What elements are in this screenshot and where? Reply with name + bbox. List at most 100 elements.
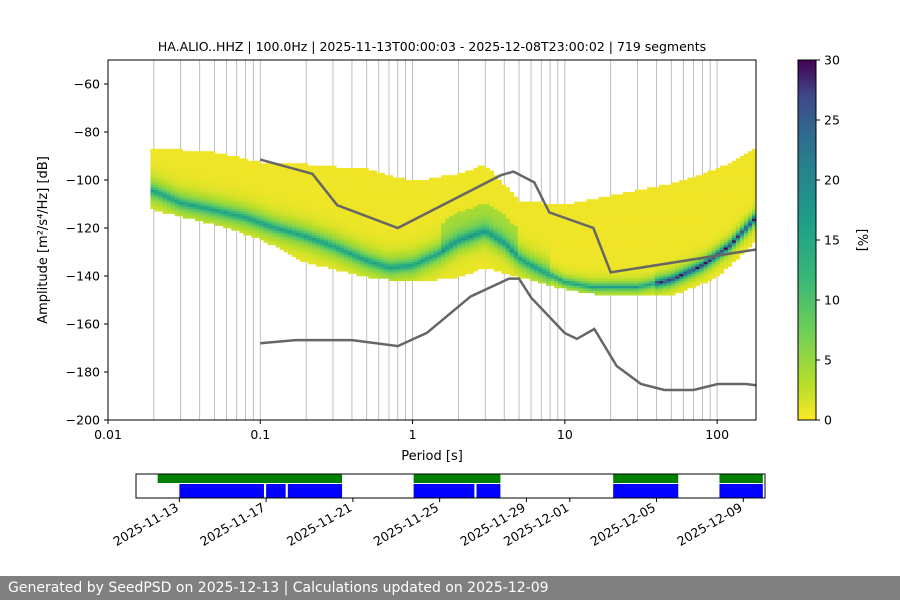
heatmap-cell (198, 218, 204, 222)
heatmap-cell (223, 177, 228, 181)
heatmap-cell (469, 223, 474, 226)
heatmap-cell (513, 218, 519, 222)
heatmap-cell (303, 254, 309, 258)
heatmap-cell (311, 254, 317, 258)
heatmap-cell (247, 177, 252, 181)
heatmap-cell (671, 278, 676, 282)
heatmap-cell (505, 247, 511, 250)
heatmap-cell (239, 201, 244, 205)
heatmap-cell (655, 290, 660, 294)
heatmap-cell (433, 271, 438, 274)
heatmap-cell (295, 240, 301, 243)
heatmap-cell (461, 264, 466, 267)
heatmap-cell (360, 180, 365, 183)
heatmap-cell (412, 187, 418, 190)
heatmap-cell (594, 276, 599, 279)
heatmap-cell (340, 254, 345, 258)
heatmap-cell (239, 170, 244, 174)
heatmap-cell (638, 249, 644, 253)
heatmap-cell (562, 240, 567, 243)
heatmap-cell (578, 244, 583, 248)
heatmap-cell (247, 223, 252, 226)
heatmap-cell (517, 206, 523, 210)
heatmap-cell (154, 160, 159, 164)
heatmap-cell (320, 196, 325, 200)
heatmap-cell (667, 220, 672, 224)
heatmap-cell (150, 172, 155, 176)
heatmap-cell (275, 223, 280, 226)
heatmap-cell (190, 184, 196, 188)
heatmap-cell (663, 211, 668, 214)
heatmap-cell (614, 288, 620, 291)
heatmap-cell (348, 182, 353, 186)
heatmap-cell (538, 201, 543, 205)
heatmap-cell (340, 230, 345, 234)
heatmap-cell (376, 192, 381, 195)
heatmap-cell (647, 261, 652, 265)
heatmap-cell (485, 182, 490, 186)
heatmap-cell (465, 232, 470, 236)
heatmap-cell (647, 247, 652, 250)
heatmap-cell (198, 206, 204, 210)
heatmap-cell (243, 223, 248, 226)
heatmap-cell (445, 232, 450, 236)
heatmap-cell (182, 201, 188, 205)
heatmap-cell (529, 256, 535, 260)
heatmap-cell (368, 180, 373, 183)
heatmap-cell (376, 187, 381, 190)
heatmap-cell (477, 232, 482, 236)
heatmap-cell (473, 211, 478, 214)
heatmap-cell (461, 259, 466, 262)
heatmap-cell (182, 206, 188, 210)
heatmap-cell (651, 201, 656, 205)
heatmap-cell (671, 232, 676, 236)
heatmap-cell (618, 225, 624, 229)
heatmap-cell (445, 196, 450, 200)
heatmap-cell (388, 244, 393, 248)
heatmap-cell (509, 211, 515, 214)
heatmap-cell (659, 244, 664, 248)
heatmap-cell (307, 228, 313, 231)
heatmap-cell (429, 211, 434, 214)
heatmap-cell (150, 199, 155, 202)
heatmap-cell (457, 196, 462, 200)
heatmap-cell (380, 208, 385, 212)
heatmap-cell (348, 235, 353, 238)
heatmap-cell (570, 280, 575, 284)
heatmap-cell (348, 168, 353, 171)
heatmap-cell (307, 261, 313, 265)
heatmap-cell (590, 211, 595, 214)
heatmap-cell (340, 225, 345, 229)
heatmap-cell (215, 177, 220, 181)
heatmap-cell (384, 199, 389, 202)
heatmap-cell (235, 172, 240, 176)
heatmap-cell (529, 266, 535, 270)
heatmap-cell (457, 172, 462, 176)
heatmap-cell (630, 254, 636, 258)
heatmap-cell (634, 204, 640, 207)
heatmap-cell (178, 168, 184, 171)
heatmap-cell (206, 216, 212, 219)
heatmap-cell (525, 249, 531, 253)
heatmap-cell (400, 240, 406, 243)
heatmap-cell (332, 218, 337, 222)
heatmap-cell (356, 225, 361, 229)
heatmap-cell (295, 189, 301, 193)
heatmap-cell (255, 182, 260, 186)
heatmap-cell (647, 211, 652, 214)
heatmap-cell (219, 165, 224, 169)
heatmap-cell (481, 172, 486, 176)
heatmap-cell (307, 213, 313, 217)
heatmap-cell (287, 232, 293, 236)
heatmap-cell (348, 175, 353, 178)
heatmap-cell (174, 199, 180, 202)
heatmap-cell (259, 170, 264, 174)
heatmap-cell (235, 187, 240, 190)
heatmap-cell (501, 266, 507, 270)
heatmap-cell (659, 288, 664, 291)
heatmap-cell (412, 278, 418, 282)
heatmap-cell (271, 223, 276, 226)
heatmap-cell (420, 266, 426, 270)
heatmap-cell (263, 208, 268, 212)
heatmap-cell (219, 216, 224, 219)
